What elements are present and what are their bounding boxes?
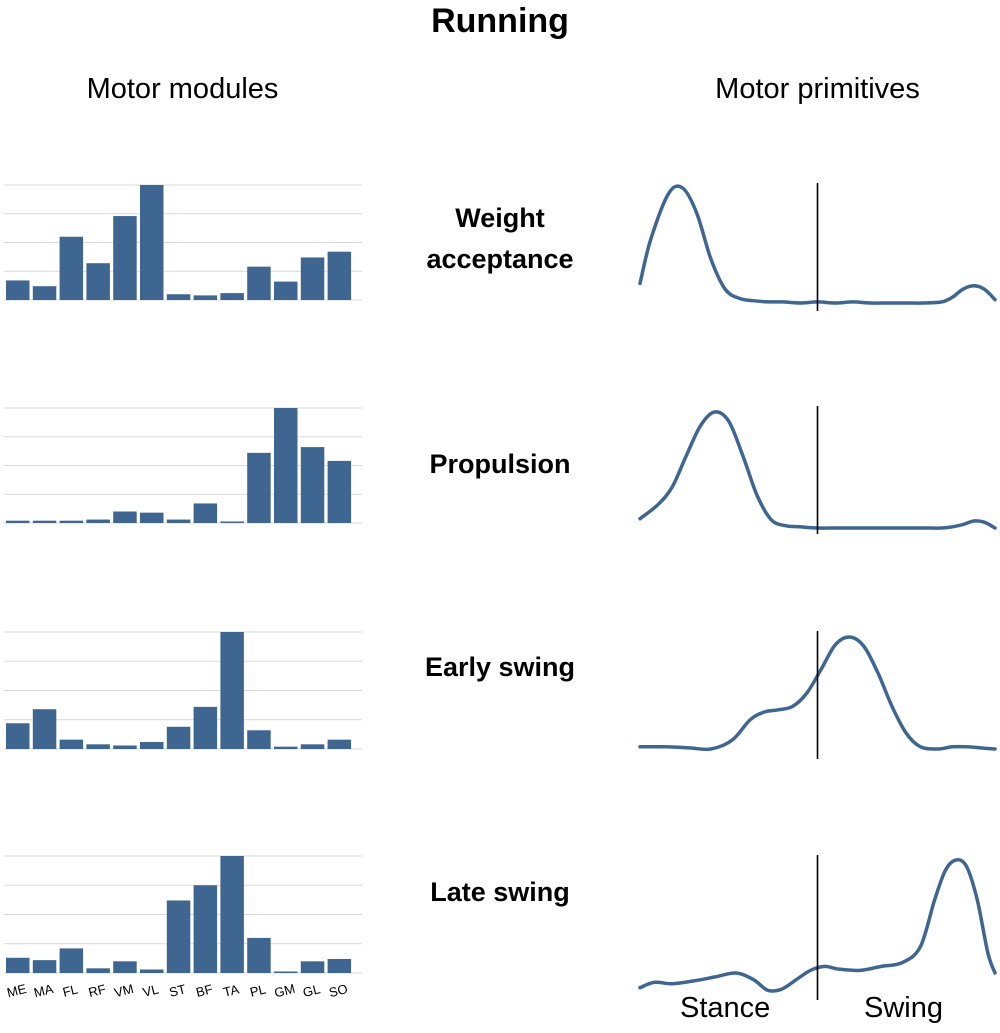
synergy-label-late-swing: Late swing [430, 877, 570, 907]
propulsion-bar-ma [32, 520, 57, 523]
early-swing-bar-ma [32, 709, 57, 749]
muscle-label-gl: GL [301, 981, 321, 1000]
muscle-label-vl: VL [141, 981, 160, 999]
late-swing-bar-so [327, 958, 352, 973]
late-swing-bar-fl [59, 948, 84, 973]
weight-acceptance-bar-ma [32, 286, 57, 300]
weight-acceptance-bar-vm [113, 216, 137, 300]
muscle-label-gm: GM [273, 981, 297, 1001]
stance-label: Stance [680, 992, 771, 1024]
late-swing-bar-ta [220, 856, 244, 973]
late-swing-bar-ma [32, 960, 57, 973]
propulsion-bar-vl [140, 512, 164, 523]
early-swing-bar-me [6, 723, 30, 749]
early-swing-bar-vm [113, 745, 137, 749]
late-swing-bar-gl [300, 961, 325, 973]
motor-modules-header: Motor modules [86, 73, 279, 105]
early-swing-bar-st [166, 726, 191, 749]
early-swing-bar-so [327, 739, 352, 749]
muscle-label-fl: FL [61, 982, 79, 1000]
early-swing-bar-vl [140, 741, 164, 749]
weight-acceptance-bar-fl [59, 236, 84, 300]
propulsion-bar-vm [113, 511, 137, 523]
synergy-label-early-swing: Early swing [424, 652, 576, 682]
muscle-label-vm: VM [113, 981, 136, 1000]
weight-acceptance-bar-so [327, 251, 352, 300]
muscle-label-bf: BF [194, 981, 214, 1000]
propulsion-bar-ta [220, 521, 244, 523]
muscle-label-so: SO [327, 981, 349, 1000]
late-swing-bar-me [6, 957, 30, 973]
weight-acceptance-bar-ta [220, 293, 244, 300]
propulsion-bar-bf [193, 503, 218, 523]
early-swing-primitive-curve [638, 635, 997, 752]
weight-acceptance-bar-st [166, 294, 191, 300]
muscle-label-pl: PL [248, 981, 267, 999]
early-swing-bar-rf [86, 744, 110, 749]
propulsion-bar-so [327, 460, 352, 523]
synergy-label-propulsion: Propulsion [429, 449, 571, 479]
propulsion-bar-fl [59, 520, 84, 523]
late-swing-bar-pl [247, 937, 271, 973]
weight-acceptance-bar-bf [193, 295, 218, 300]
synergy-label-weight-acceptance: Weight acceptance [426, 203, 574, 274]
late-swing-bar-vm [113, 961, 137, 973]
weight-acceptance-bar-gl [300, 257, 325, 300]
propulsion-bar-rf [86, 519, 110, 523]
late-swing-bar-gm [274, 971, 298, 973]
late-swing-bar-rf [86, 968, 110, 973]
early-swing-bar-gm [274, 746, 298, 749]
late-swing-bar-st [166, 900, 191, 973]
early-swing-bar-ta [220, 632, 244, 749]
weight-acceptance-bar-me [6, 280, 30, 300]
motor-primitives-header: Motor primitives [715, 73, 920, 105]
muscle-label-st: ST [168, 981, 188, 1000]
late-swing-primitive-curve [638, 858, 997, 993]
muscle-label-me: ME [5, 981, 28, 1000]
muscle-label-ma: MA [32, 981, 55, 1000]
muscle-label-ta: TA [222, 981, 241, 999]
weight-acceptance-bar-gm [274, 281, 298, 300]
early-swing-bar-bf [193, 706, 218, 749]
weight-acceptance-bar-pl [247, 266, 271, 300]
early-swing-bar-gl [300, 744, 325, 749]
propulsion-bar-pl [247, 452, 271, 523]
weight-acceptance-bar-vl [140, 185, 164, 300]
early-swing-bar-fl [59, 739, 84, 749]
late-swing-bar-vl [140, 969, 164, 973]
late-swing-bar-bf [193, 885, 218, 973]
propulsion-bar-st [166, 519, 191, 523]
propulsion-bar-gm [274, 408, 298, 523]
muscle-label-rf: RF [87, 981, 108, 1000]
propulsion-bar-me [6, 520, 30, 523]
early-swing-bar-pl [247, 730, 271, 749]
swing-label: Swing [864, 992, 943, 1024]
main-title: Running [431, 2, 569, 40]
weight-acceptance-bar-rf [86, 263, 110, 300]
propulsion-bar-gl [300, 447, 325, 523]
